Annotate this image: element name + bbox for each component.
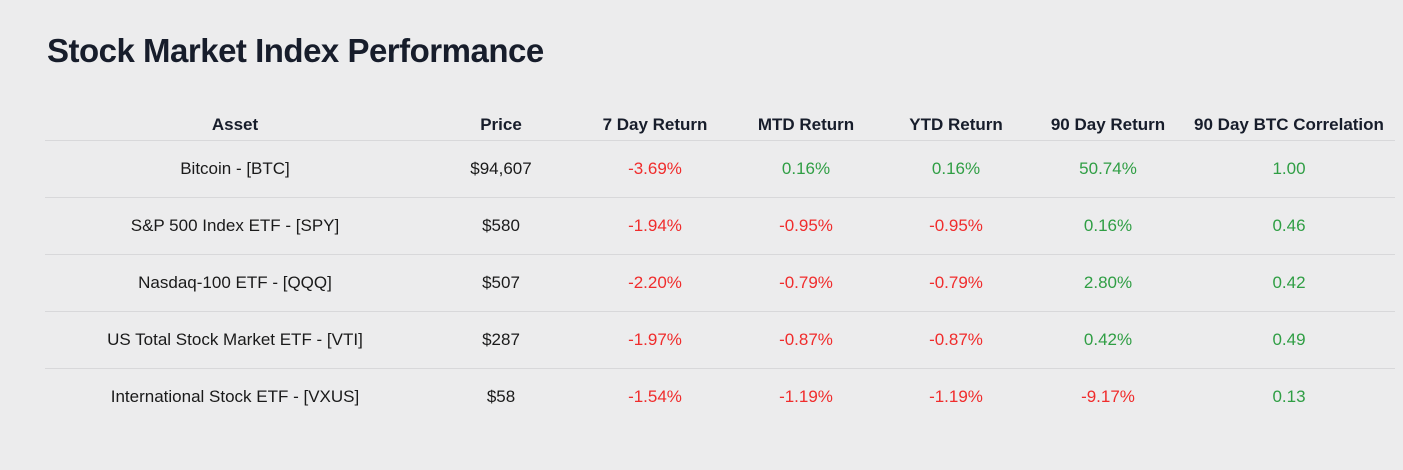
- price-cell: $507: [425, 254, 577, 312]
- return-mtd-cell: -0.87%: [733, 311, 879, 369]
- return-7day-cell: -1.54%: [577, 369, 733, 426]
- btc-correlation-cell: 0.13: [1183, 369, 1395, 426]
- price-cell: $58: [486, 387, 516, 406]
- return-7day-cell: -1.97%: [577, 311, 733, 369]
- page-title: Stock Market Index Performance: [47, 32, 544, 69]
- return-7day-cell: -3.69%: [577, 140, 733, 198]
- return-value: 50.74%: [1079, 159, 1137, 178]
- correlation-value: 1.00: [1272, 159, 1306, 178]
- return-value: -0.95%: [929, 216, 983, 235]
- table-row-btc: Bitcoin - [BTC] $94,607 -3.69% 0.16% 0.1…: [45, 140, 1395, 198]
- return-value: -0.95%: [779, 216, 833, 235]
- return-value: -0.79%: [929, 273, 983, 292]
- return-value: -0.79%: [779, 273, 833, 292]
- return-90day-cell: -9.17%: [1033, 369, 1183, 426]
- column-header-price: Price: [425, 70, 577, 141]
- correlation-value: 0.13: [1272, 387, 1306, 406]
- btc-correlation-cell: 0.42: [1183, 254, 1395, 312]
- return-ytd-cell: -0.87%: [879, 311, 1033, 369]
- return-value: -1.97%: [628, 330, 682, 349]
- column-header-asset: Asset: [45, 70, 425, 141]
- return-ytd-cell: -1.19%: [879, 369, 1033, 426]
- return-value: 0.16%: [781, 159, 831, 178]
- return-value: -1.19%: [929, 387, 983, 406]
- table-row-vti: US Total Stock Market ETF - [VTI] $287 -…: [45, 311, 1395, 369]
- return-value: -3.69%: [628, 159, 682, 178]
- table-header-row: Asset Price 7 Day Return MTD Return YTD …: [45, 70, 1395, 141]
- return-value: -2.20%: [628, 273, 682, 292]
- return-90day-cell: 2.80%: [1033, 254, 1183, 312]
- return-value: -9.17%: [1081, 387, 1135, 406]
- asset-cell: Nasdaq-100 ETF - [QQQ]: [45, 254, 425, 312]
- table-row-spy: S&P 500 Index ETF - [SPY] $580 -1.94% -0…: [45, 197, 1395, 255]
- correlation-value: 0.46: [1272, 216, 1306, 235]
- return-mtd-cell: -1.19%: [733, 369, 879, 426]
- btc-correlation-cell: 0.46: [1183, 197, 1395, 255]
- return-90day-cell: 0.42%: [1033, 311, 1183, 369]
- column-header-btc-correlation: 90 Day BTC Correlation: [1183, 70, 1395, 141]
- column-header-90day-return: 90 Day Return: [1033, 70, 1183, 141]
- return-value: 2.80%: [1083, 273, 1133, 292]
- return-ytd-cell: -0.79%: [879, 254, 1033, 312]
- asset-cell: International Stock ETF - [VXUS]: [110, 387, 360, 406]
- correlation-value: 0.42: [1272, 273, 1306, 292]
- return-value: -1.19%: [779, 387, 833, 406]
- price-cell: $580: [425, 197, 577, 255]
- return-mtd-cell: -0.79%: [733, 254, 879, 312]
- return-value: -1.54%: [628, 387, 682, 406]
- performance-table: Asset Price 7 Day Return MTD Return YTD …: [45, 70, 1395, 425]
- return-7day-cell: -1.94%: [577, 197, 733, 255]
- column-header-7day-return: 7 Day Return: [577, 70, 733, 141]
- return-value: -1.94%: [628, 216, 682, 235]
- table-row-qqq: Nasdaq-100 ETF - [QQQ] $507 -2.20% -0.79…: [45, 254, 1395, 312]
- price-cell: $287: [425, 311, 577, 369]
- column-header-mtd-return: MTD Return: [733, 70, 879, 141]
- return-mtd-cell: 0.16%: [733, 140, 879, 198]
- column-header-ytd-return: YTD Return: [879, 70, 1033, 141]
- return-value: -0.87%: [779, 330, 833, 349]
- return-value: 0.42%: [1083, 330, 1133, 349]
- return-value: 0.16%: [931, 159, 981, 178]
- table-row-vxus: International Stock ETF - [VXUS] $58 -1.…: [45, 369, 1395, 426]
- return-7day-cell: -2.20%: [577, 254, 733, 312]
- return-value: -0.87%: [929, 330, 983, 349]
- asset-cell: S&P 500 Index ETF - [SPY]: [45, 197, 425, 255]
- return-ytd-cell: 0.16%: [879, 140, 1033, 198]
- price-cell: $94,607: [425, 140, 577, 198]
- return-value: 0.16%: [1083, 216, 1133, 235]
- asset-cell: US Total Stock Market ETF - [VTI]: [45, 311, 425, 369]
- return-90day-cell: 50.74%: [1033, 140, 1183, 198]
- btc-correlation-cell: 0.49: [1183, 311, 1395, 369]
- correlation-value: 0.49: [1272, 330, 1306, 349]
- return-ytd-cell: -0.95%: [879, 197, 1033, 255]
- asset-cell: Bitcoin - [BTC]: [45, 140, 425, 198]
- return-90day-cell: 0.16%: [1033, 197, 1183, 255]
- btc-correlation-cell: 1.00: [1183, 140, 1395, 198]
- return-mtd-cell: -0.95%: [733, 197, 879, 255]
- page: Stock Market Index Performance Asset Pri…: [0, 32, 1403, 425]
